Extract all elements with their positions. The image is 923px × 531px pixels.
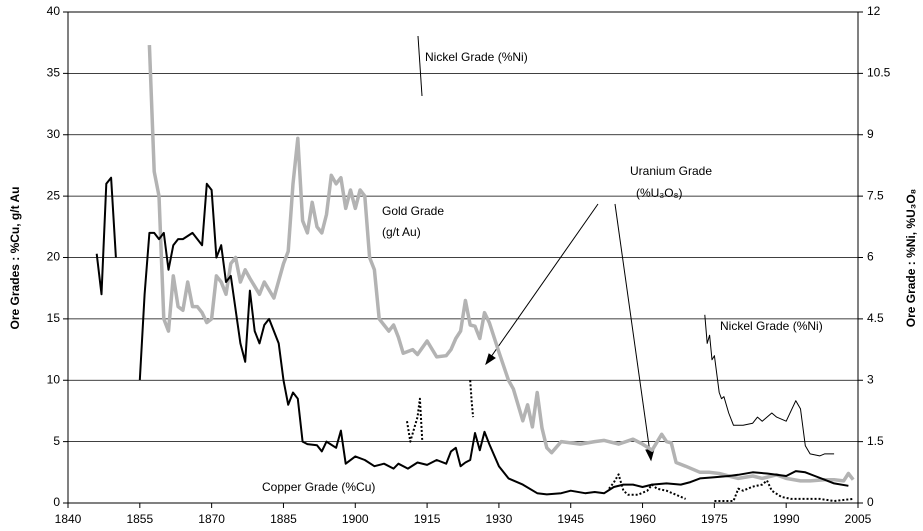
y-tick-label: 15: [47, 311, 61, 325]
arrow: [485, 203, 599, 365]
y2-tick-label: 6: [867, 250, 874, 264]
y2-tick-label: 0: [867, 495, 874, 509]
y2-tick-label: 1.5: [867, 434, 884, 448]
y2-tick-label: 12: [867, 4, 881, 18]
y-axis-title: Ore Grades : %Cu, g/t Au: [8, 187, 22, 330]
y-tick-label: 5: [53, 434, 60, 448]
plot-frame: [67, 11, 859, 504]
x-tick-label: 1990: [773, 512, 800, 526]
y2-tick-label: 3: [867, 372, 874, 386]
y-tick-label: 20: [47, 250, 61, 264]
y2-tick-label: 9: [867, 127, 874, 141]
annotation: Nickel Grade (%Ni): [425, 50, 528, 64]
annotation: Nickel Grade (%Ni): [720, 319, 823, 333]
arrow-head: [485, 353, 496, 366]
annotation: Copper Grade (%Cu): [262, 480, 375, 494]
arrow: [614, 203, 652, 461]
series-line: [147, 45, 855, 483]
annotation: (g/t Au): [382, 225, 421, 239]
x-tick-label: 1900: [342, 512, 369, 526]
y-tick-label: 35: [47, 66, 61, 80]
y-tick-label: 10: [47, 372, 61, 386]
annotation: Gold Grade: [382, 204, 444, 218]
annotation-arrows: [485, 203, 655, 462]
x-tick-label: 1915: [414, 512, 441, 526]
y-tick-label: 0: [53, 495, 60, 509]
series-line: [704, 314, 835, 457]
x-tick-label: 2005: [845, 512, 872, 526]
annotation-line: [417, 35, 423, 97]
annotation: (%U₃O₈): [636, 186, 683, 200]
x-tick-label: 1840: [55, 512, 82, 526]
y-tick-label: 30: [47, 127, 61, 141]
y-tick-label: 25: [47, 188, 61, 202]
x-tick-label: 1885: [270, 512, 297, 526]
series-line: [95, 176, 849, 496]
annotation: Uranium Grade: [630, 164, 712, 178]
x-tick-label: 1975: [701, 512, 728, 526]
series-line: [406, 380, 854, 502]
x-tick-label: 1945: [557, 512, 584, 526]
y2-axis-title: Ore Grade : %Ni, %U₃O₈: [904, 189, 918, 328]
x-tick-label: 1930: [486, 512, 513, 526]
x-tick-label: 1960: [629, 512, 656, 526]
y-tick-label: 40: [47, 4, 61, 18]
y2-tick-label: 4.5: [867, 311, 884, 325]
y2-tick-label: 10.5: [867, 66, 891, 80]
x-tick-label: 1855: [126, 512, 153, 526]
y2-tick-label: 7.5: [867, 188, 884, 202]
x-tick-label: 1870: [198, 512, 225, 526]
